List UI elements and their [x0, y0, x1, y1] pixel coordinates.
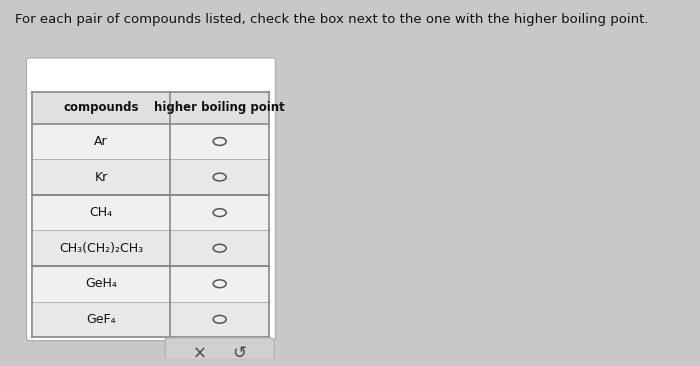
Text: higher boiling point: higher boiling point: [154, 101, 285, 114]
Text: For each pair of compounds listed, check the box next to the one with the higher: For each pair of compounds listed, check…: [15, 14, 648, 26]
FancyBboxPatch shape: [32, 231, 270, 266]
Text: CH₄: CH₄: [90, 206, 113, 219]
Text: Ar: Ar: [94, 135, 108, 148]
FancyBboxPatch shape: [32, 124, 270, 159]
FancyBboxPatch shape: [27, 58, 275, 341]
FancyBboxPatch shape: [32, 195, 270, 231]
FancyBboxPatch shape: [32, 302, 270, 337]
Text: ↺: ↺: [232, 344, 246, 362]
FancyBboxPatch shape: [165, 338, 274, 366]
Text: CH₃(CH₂)₂CH₃: CH₃(CH₂)₂CH₃: [59, 242, 144, 255]
Text: GeF₄: GeF₄: [86, 313, 116, 326]
FancyBboxPatch shape: [32, 159, 270, 195]
Text: GeH₄: GeH₄: [85, 277, 117, 290]
Text: Kr: Kr: [94, 171, 108, 184]
Text: ×: ×: [193, 344, 206, 362]
FancyBboxPatch shape: [32, 266, 270, 302]
Text: compounds: compounds: [64, 101, 139, 114]
FancyBboxPatch shape: [32, 92, 270, 124]
